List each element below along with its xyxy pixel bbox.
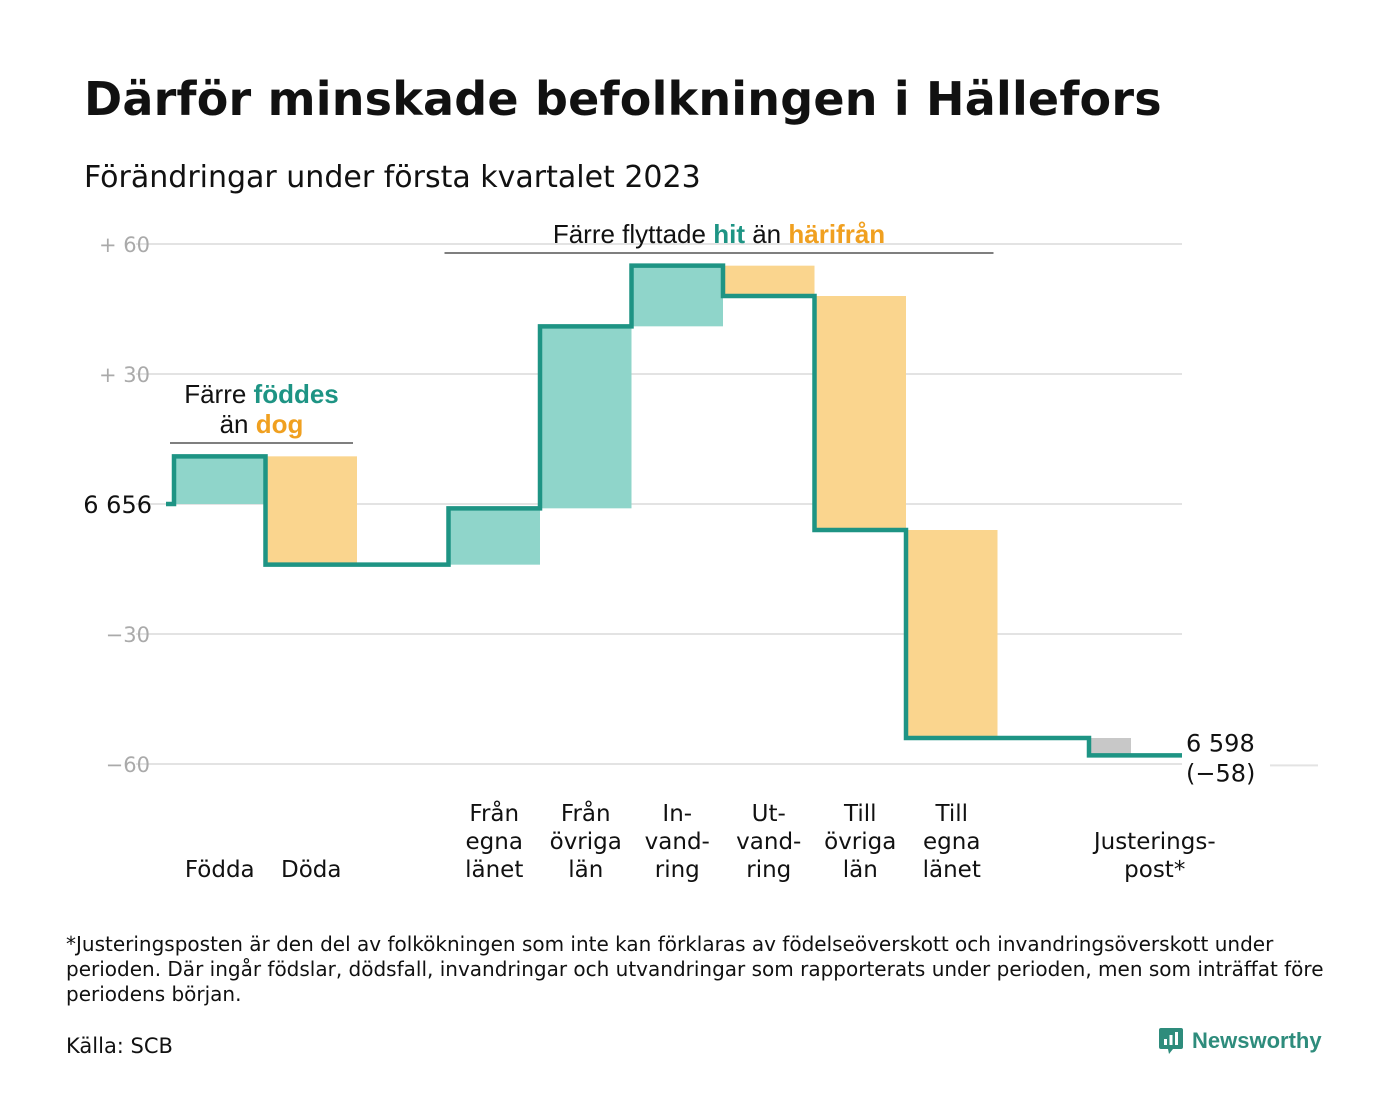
category-label: Döda <box>281 857 341 883</box>
annotation-segment: än <box>220 409 256 439</box>
annotation-text: Färre föddes <box>184 379 339 409</box>
bar-3 <box>448 508 540 565</box>
category-label-line: Från <box>469 799 519 827</box>
category-label: Justerings-post* <box>1092 829 1216 883</box>
category-label-line: Från <box>561 799 611 827</box>
brand-logo: Newsworthy <box>1158 1026 1322 1056</box>
y-tick-label: −30 <box>106 623 150 647</box>
annotation-segment: föddes <box>254 379 339 409</box>
end-value-label: 6 598 <box>1186 729 1255 757</box>
annotation-segment: än <box>745 219 788 249</box>
bar-0 <box>174 456 266 504</box>
category-label-line: ring <box>655 857 700 883</box>
category-label: Till egna länet <box>923 801 981 883</box>
bar-5 <box>631 265 723 327</box>
category-label-line: länet <box>465 857 523 883</box>
category-label: In-vand-ring <box>645 801 710 883</box>
end-change-label: (−58) <box>1186 759 1255 787</box>
waterfall-chart: + 60 + 30 −30 −60 6 656 6 598(−58) Födda Döda Fr… <box>83 219 1318 883</box>
category-label-line: län <box>843 857 878 883</box>
bar-4 <box>540 326 632 509</box>
category-label-line: Justerings- <box>1092 829 1216 855</box>
category-label-line: övriga <box>550 829 622 855</box>
annotation-segment: Färre <box>184 379 253 409</box>
category-label: Från övriga län <box>550 799 622 883</box>
category-label-line: Till <box>934 801 968 827</box>
category-label-line: Till <box>843 801 877 827</box>
category-label: Från egna länet <box>465 799 523 883</box>
y-tick-label: + 60 <box>99 233 150 257</box>
annotation-segment: Färre flyttade <box>553 219 713 249</box>
bar-7 <box>814 296 906 530</box>
cumulative-step-line <box>166 263 1182 758</box>
category-label: Ut-vand-ring <box>736 801 801 883</box>
category-label-line: egna <box>466 829 523 855</box>
category-label-line: vand- <box>736 829 801 855</box>
category-label-line: övriga <box>824 829 896 855</box>
start-value-label: 6 656 <box>83 491 152 519</box>
category-label-line: vand- <box>645 829 710 855</box>
bar-8 <box>906 530 998 738</box>
category-label-line: post* <box>1124 857 1185 883</box>
annotation-segment: härifrån <box>788 219 885 249</box>
annotation-text: än dog <box>220 409 304 439</box>
annotation-segment: hit <box>713 219 745 249</box>
y-tick-label: + 30 <box>99 363 150 387</box>
annotation-segment: dog <box>256 409 304 439</box>
category-label: Födda <box>185 857 255 883</box>
y-tick-label: −60 <box>106 753 150 777</box>
annotation-text: Färre flyttade hit än härifrån <box>553 219 885 249</box>
category-label-line: egna <box>923 829 980 855</box>
bar-10 <box>1091 738 1131 756</box>
chart-subtitle: Förändringar under första kvartalet 2023 <box>84 160 701 195</box>
source-note: Källa: SCB <box>66 1034 173 1058</box>
category-label-line: Födda <box>185 857 255 883</box>
category-label-line: Ut- <box>752 801 786 827</box>
chart-title: Därför minskade befolkningen i Hällefors <box>84 72 1162 126</box>
category-label-line: Döda <box>281 857 341 883</box>
bar-6 <box>723 265 815 296</box>
category-label-line: länet <box>923 857 981 883</box>
newsworthy-logo-icon <box>1159 1028 1183 1054</box>
brand-name: Newsworthy <box>1192 1028 1322 1053</box>
category-label-line: In- <box>662 801 692 827</box>
category-label-line: ring <box>746 857 791 883</box>
category-label-line: län <box>568 857 603 883</box>
footnote: *Justeringsposten är den del av folkökni… <box>66 932 1324 1006</box>
bar-1 <box>265 456 357 565</box>
category-label: Till övriga län <box>824 801 896 883</box>
